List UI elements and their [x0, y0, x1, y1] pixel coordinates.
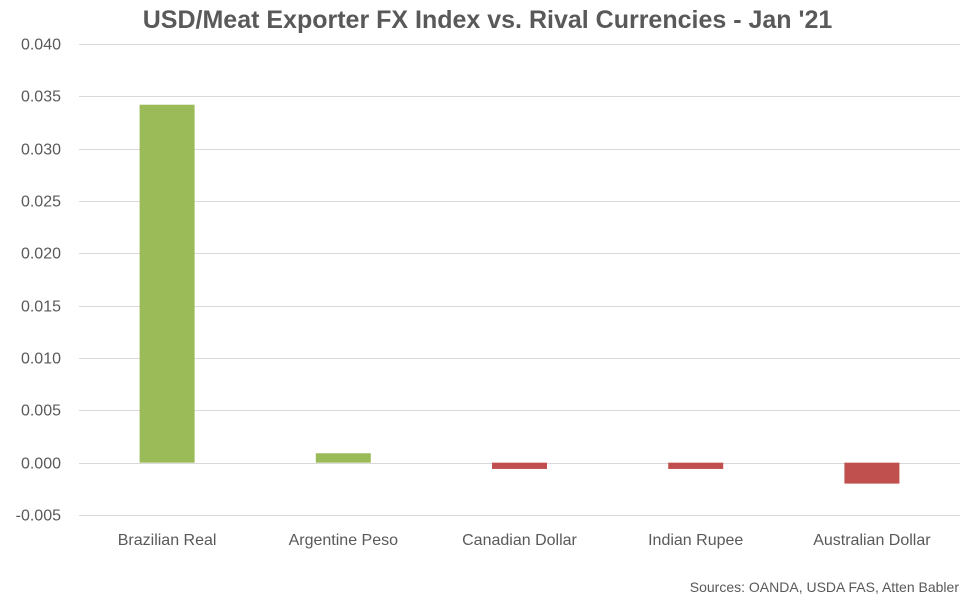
bar: [139, 104, 195, 463]
y-tick-label: 0.025: [21, 194, 61, 211]
y-tick-label: 0.015: [21, 299, 61, 316]
y-tick-label: 0.030: [21, 142, 61, 159]
x-category-label: Australian Dollar: [813, 532, 931, 549]
bar: [315, 453, 371, 463]
bar: [492, 462, 547, 469]
bars: [139, 104, 900, 484]
bar: [668, 462, 724, 469]
x-category-label: Brazilian Real: [118, 532, 217, 549]
source-note: Sources: OANDA, USDA FAS, Atten Babler: [689, 579, 959, 595]
x-category-label: Argentine Peso: [289, 532, 399, 549]
y-tick-label: 0.000: [21, 456, 61, 473]
x-axis-category-labels: Brazilian Real Argentine Peso Canadian Dol…: [118, 532, 932, 549]
y-tick-label: 0.005: [21, 403, 61, 420]
y-tick-label: 0.010: [21, 351, 61, 368]
x-category-label: Canadian Dollar: [462, 532, 577, 549]
y-tick-label: 0.035: [21, 89, 61, 106]
y-tick-label: 0.020: [21, 246, 61, 263]
y-axis-tick-labels: 0.040 0.035 0.030 0.025 0.020 0.015 0.010 0.005…: [16, 37, 61, 525]
y-tick-label: 0.040: [21, 37, 61, 54]
bar: [844, 462, 900, 484]
x-category-label: Indian Rupee: [648, 532, 743, 549]
gridlines: [79, 44, 960, 516]
y-tick-label: -0.005: [16, 508, 61, 525]
chart-title: USD/Meat Exporter FX Index vs. Rival Cur…: [142, 6, 833, 34]
